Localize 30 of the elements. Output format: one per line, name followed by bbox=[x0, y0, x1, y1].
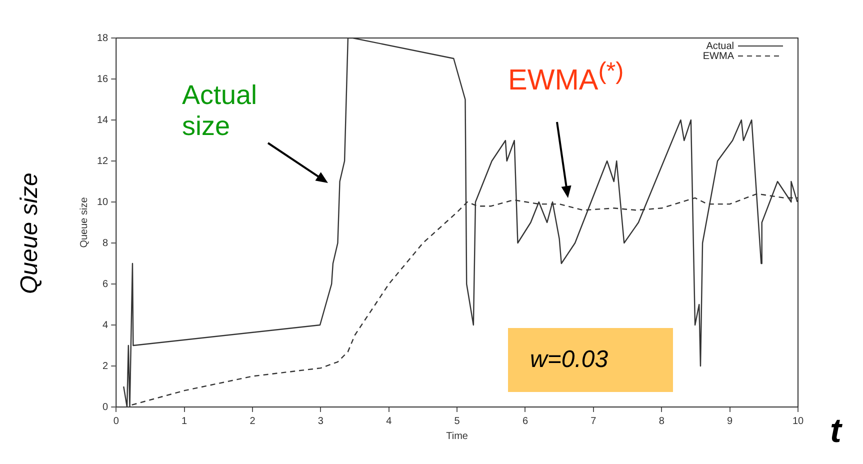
annotation: Actual size bbox=[182, 80, 258, 142]
x-tick-label: 6 bbox=[522, 416, 528, 427]
x-tick-label: 4 bbox=[386, 416, 392, 427]
text: Queue size bbox=[16, 172, 44, 294]
annotation: EWMA$^{(*)}$ bbox=[508, 58, 624, 98]
y-tick-label: 14 bbox=[97, 114, 109, 126]
y-tick-label: 6 bbox=[102, 278, 109, 290]
y-tick-label: 2 bbox=[102, 360, 109, 372]
x-tick-label: 5 bbox=[454, 416, 460, 427]
x-tick-label: 2 bbox=[250, 416, 256, 427]
y-tick-label: 16 bbox=[97, 74, 109, 85]
x-tick-label: 0 bbox=[113, 416, 120, 427]
x-tick-label: 10 bbox=[792, 416, 804, 427]
x-tick-label: 7 bbox=[590, 416, 597, 427]
x-tick-label: 8 bbox=[658, 416, 665, 427]
x-tick-label: 1 bbox=[182, 416, 188, 427]
text: t bbox=[830, 412, 842, 451]
legend-label: EWMA bbox=[702, 50, 734, 62]
y-tick-label: 10 bbox=[97, 196, 109, 208]
y-tick-label: 12 bbox=[97, 156, 109, 167]
legend-label: Actual bbox=[706, 40, 734, 52]
note-box: w=0.03 bbox=[508, 328, 673, 392]
y-tick-label: 18 bbox=[97, 32, 109, 44]
y-tick-label: 8 bbox=[102, 238, 109, 249]
y-axis-title: Queue size bbox=[78, 196, 90, 248]
x-axis-title: Time bbox=[446, 430, 468, 442]
x-tick-label: 3 bbox=[318, 416, 324, 427]
x-tick-label: 9 bbox=[727, 416, 734, 427]
y-tick-label: 0 bbox=[102, 402, 109, 413]
y-tick-label: 4 bbox=[102, 320, 109, 331]
